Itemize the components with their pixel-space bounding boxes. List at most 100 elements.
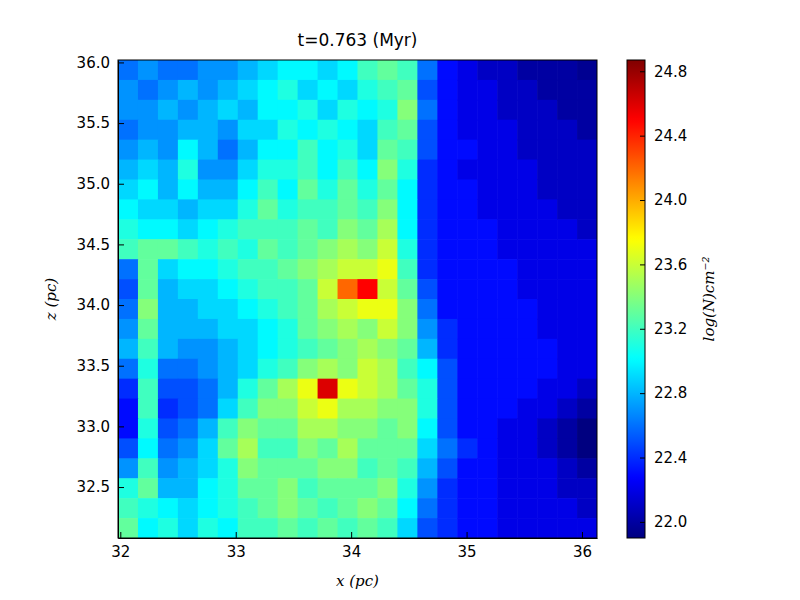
cell [158,498,179,519]
cell [477,319,498,340]
cell [457,299,478,320]
cell [497,458,518,479]
cell [118,160,139,181]
cell [457,399,478,420]
cell [437,458,458,479]
cell [278,160,299,181]
cell [238,60,259,81]
cell [318,60,339,81]
cell [338,498,359,519]
cell [397,299,418,320]
cell [138,319,159,340]
cell [477,518,498,538]
cell [517,279,538,300]
cell [477,259,498,280]
cell [138,478,159,499]
cell [417,199,438,220]
cell [178,279,199,300]
cell [437,399,458,420]
cell [417,80,438,101]
tick-mark [118,62,124,63]
cell [258,180,279,201]
cell [198,359,219,380]
cell [258,160,279,181]
cell [537,438,558,459]
cell [198,279,219,300]
cell [397,100,418,121]
cell [437,199,458,220]
cell [417,359,438,380]
cell [338,219,359,240]
cell [278,279,299,300]
cell [437,419,458,440]
cell [198,239,219,260]
cell [138,438,159,459]
tick-mark [118,123,124,124]
cell [358,339,379,360]
axis-line [119,538,598,539]
cell [457,219,478,240]
cell [557,478,578,499]
cell [278,100,299,121]
cell [198,180,219,201]
tick: 34.0 [77,296,124,314]
cell [118,60,139,81]
cell [198,199,219,220]
cell [437,299,458,320]
cell [338,319,359,340]
cell [437,219,458,240]
cell [318,458,339,479]
cell [358,100,379,121]
cell [358,219,379,240]
cell [238,359,259,380]
cell [218,180,239,201]
cell [298,518,319,538]
cell [118,80,139,101]
cell [238,279,259,300]
cell [178,140,199,161]
cell [417,498,438,519]
cell [477,359,498,380]
cell [178,219,199,240]
cell [577,299,597,320]
cell [457,80,478,101]
cell [198,140,219,161]
cell [178,180,199,201]
cell [437,438,458,459]
tick: 32 [111,532,130,561]
cell [358,419,379,440]
cell [158,100,179,121]
cell [417,239,438,260]
cell [537,458,558,479]
cell [497,120,518,141]
cell [397,438,418,459]
cell [138,498,159,519]
tick-mark [467,532,468,538]
cell [517,359,538,380]
cell [457,180,478,201]
cell [577,339,597,360]
cell [158,120,179,141]
cell [417,438,438,459]
tick-label: 35.5 [77,114,110,132]
cell [517,80,538,101]
cell [417,399,438,420]
cell [278,199,299,220]
cell [158,199,179,220]
cell [377,478,398,499]
cell [497,160,518,181]
cell [417,339,438,360]
cell [338,199,359,220]
cell [278,219,299,240]
cell [218,339,239,360]
cell [517,438,538,459]
cell [397,60,418,81]
cell [577,180,597,201]
cell [118,438,139,459]
cell [477,438,498,459]
cell [377,458,398,479]
cell [457,458,478,479]
cell [138,419,159,440]
cell [477,399,498,420]
cell [158,299,179,320]
